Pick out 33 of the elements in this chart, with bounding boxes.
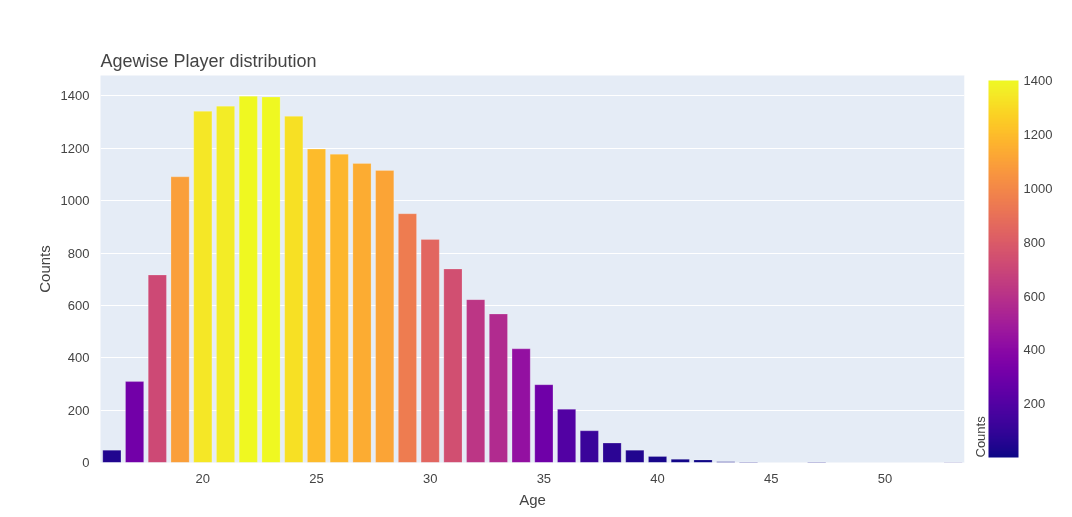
y-tick-label: 800 [67, 245, 90, 261]
bar [670, 459, 690, 463]
x-tick-label: 30 [422, 470, 438, 486]
x-tick-label: 25 [309, 470, 324, 486]
bar [602, 442, 622, 463]
bar [625, 449, 645, 463]
color-bar-label: 200 [1023, 396, 1046, 412]
color-bar-label: 1000 [1023, 180, 1053, 196]
y-tick-label: 1400 [60, 88, 90, 104]
color-bar-label: 1400 [1023, 73, 1053, 88]
bar [648, 456, 667, 463]
x-tick-label: 50 [877, 470, 893, 486]
chart-title: Agewise Player distribution [100, 50, 317, 71]
y-tick-label: 600 [67, 297, 90, 313]
x-tick-label: 40 [650, 470, 665, 486]
x-tick-label: 45 [764, 470, 779, 486]
color-bar-label: 1200 [1023, 126, 1053, 142]
y-tick-label: 400 [67, 350, 90, 366]
y-tick-label: 0 [82, 455, 90, 470]
y-axis-title: Counts [35, 245, 53, 293]
y-tick-label: 200 [67, 402, 90, 418]
x-tick-label: 20 [195, 470, 211, 486]
color-bar-title: Counts [972, 415, 988, 458]
color-bar-label: 800 [1023, 234, 1046, 250]
bar [580, 430, 599, 463]
bar [693, 459, 713, 463]
x-axis-title: Age [519, 490, 546, 508]
bar [102, 449, 122, 463]
y-tick-label: 1000 [60, 193, 90, 209]
y-tick-label: 1200 [60, 140, 90, 156]
color-bar-label: 400 [1023, 342, 1046, 358]
color-bar-label: 600 [1023, 288, 1046, 304]
x-tick-label: 35 [536, 470, 552, 486]
